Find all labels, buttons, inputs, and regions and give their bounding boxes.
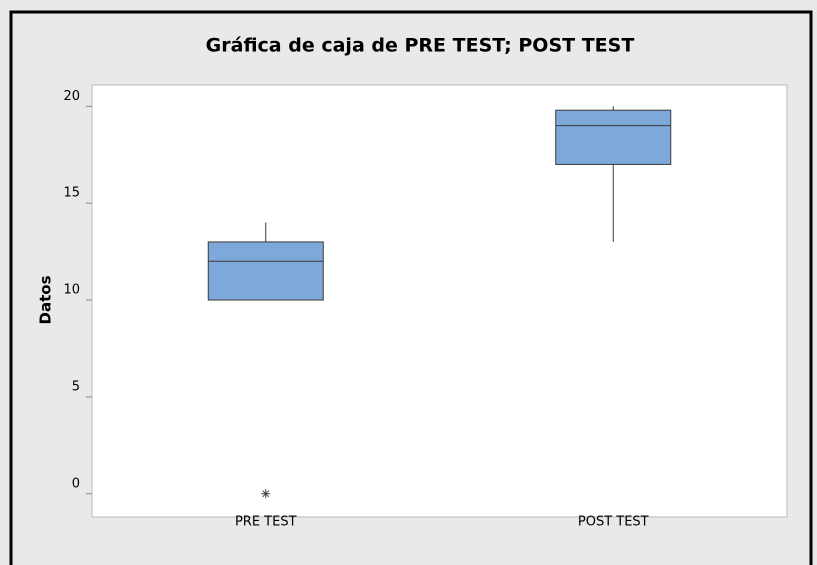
y-tick-label: 0: [72, 476, 80, 491]
x-tick-label: POST TEST: [578, 515, 649, 530]
outlier: [261, 489, 271, 499]
chart-title: Gráfica de caja de PRE TEST; POST TEST: [206, 35, 635, 57]
frame: [9, 10, 813, 565]
y-tick-label: 20: [63, 89, 80, 104]
plot-area: [91, 84, 788, 518]
y-axis-label: Datos: [37, 275, 55, 324]
y-tick-label: 5: [72, 379, 80, 394]
box: [207, 241, 324, 301]
box: [555, 109, 672, 165]
y-tick-label: 15: [63, 186, 80, 201]
x-tick-label: PRE TEST: [235, 515, 297, 530]
y-tick-label: 10: [63, 283, 80, 298]
